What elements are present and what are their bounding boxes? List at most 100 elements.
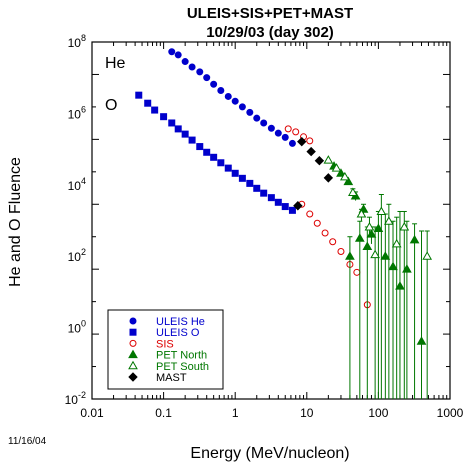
data-point: [144, 99, 152, 107]
data-point: [284, 125, 292, 133]
data-point: [174, 51, 182, 59]
x-tick-label: 0.01: [80, 406, 104, 420]
data-point: [370, 249, 380, 259]
chart-title: ULEIS+SIS+PET+MAST: [187, 5, 353, 22]
series-pet-north: [329, 161, 427, 399]
legend-label: PET North: [156, 350, 207, 362]
y-tick-label: 100: [68, 319, 86, 336]
data-point: [356, 209, 367, 218]
data-point: [135, 91, 143, 99]
data-point: [388, 261, 398, 271]
data-point: [203, 74, 211, 82]
data-point: [168, 119, 176, 127]
legend-marker: [128, 349, 138, 359]
data-point: [260, 189, 268, 197]
chart-subtitle: 10/29/03 (day 302): [206, 24, 334, 41]
legend-label: PET South: [156, 361, 209, 373]
data-point: [321, 229, 329, 237]
data-point: [253, 114, 261, 122]
data-point: [422, 251, 433, 260]
x-tick-label: 0.1: [155, 406, 172, 420]
data-point: [376, 206, 387, 215]
legend-label: MAST: [156, 372, 187, 384]
legend-label: ULEIS O: [156, 327, 200, 339]
data-point: [281, 133, 289, 141]
data-point: [217, 159, 225, 167]
legend-box: [107, 309, 224, 390]
legend-label: ULEIS He: [156, 316, 205, 328]
legend-label: SIS: [156, 338, 174, 350]
data-point: [160, 113, 168, 121]
legend-marker: [128, 372, 138, 382]
data-point: [231, 169, 239, 177]
data-point: [329, 238, 337, 246]
y-axis-title: He and O Fluence: [7, 157, 24, 287]
data-point: [402, 264, 412, 273]
o-series-label: O: [105, 97, 117, 114]
data-point: [384, 216, 394, 225]
data-point: [297, 136, 307, 147]
data-point: [168, 48, 176, 56]
data-point: [267, 124, 275, 132]
data-point: [260, 119, 268, 127]
data-point: [274, 198, 282, 206]
plot-frame: [91, 41, 451, 400]
data-point: [238, 174, 246, 182]
data-point: [188, 63, 196, 71]
series-uleis-o: [135, 91, 296, 214]
data-point: [267, 194, 275, 202]
data-point: [391, 238, 402, 248]
data-point: [174, 125, 182, 133]
data-point: [306, 137, 314, 145]
data-point: [253, 184, 261, 192]
data-point: [292, 128, 300, 136]
legend-marker: [129, 339, 137, 347]
data-point: [231, 97, 239, 105]
data-point: [210, 80, 218, 88]
legend-marker: [129, 317, 137, 325]
y-tick-label: 108: [68, 33, 86, 50]
data-point: [293, 201, 303, 211]
data-point: [314, 155, 325, 166]
data-point: [196, 68, 204, 76]
data-point: [288, 139, 296, 147]
series-uleis-he: [168, 48, 296, 147]
data-point: [373, 223, 384, 232]
data-point: [196, 143, 204, 151]
data-point: [323, 155, 334, 164]
data-point: [399, 221, 410, 231]
data-point: [353, 268, 361, 276]
series-pet-south: [323, 155, 433, 399]
data-point: [323, 173, 334, 183]
data-point: [151, 106, 159, 114]
data-point: [348, 187, 358, 197]
y-tick-label: 104: [68, 176, 86, 193]
data-point: [343, 176, 354, 186]
date-stamp: 11/16/04: [8, 436, 47, 447]
series-sis: [284, 125, 371, 309]
data-point: [224, 164, 232, 172]
series-mast: [293, 136, 334, 211]
data-point: [395, 281, 405, 290]
y-tick-label: 102: [68, 247, 86, 264]
data-point: [380, 251, 391, 260]
data-marks: [135, 48, 433, 399]
legend-marker: [129, 328, 137, 336]
data-point: [246, 108, 254, 116]
data-point: [188, 136, 196, 144]
data-point: [331, 163, 342, 172]
data-point: [181, 58, 189, 66]
data-point: [246, 179, 254, 187]
data-point: [416, 336, 427, 345]
data-point: [210, 153, 218, 161]
he-series-label: He: [105, 55, 126, 72]
data-point: [339, 171, 350, 181]
x-axis-title: Energy (MeV/nucleon): [190, 445, 349, 462]
x-tick-label: 10: [300, 406, 314, 420]
data-point: [337, 248, 345, 256]
legend-marker: [128, 360, 138, 370]
